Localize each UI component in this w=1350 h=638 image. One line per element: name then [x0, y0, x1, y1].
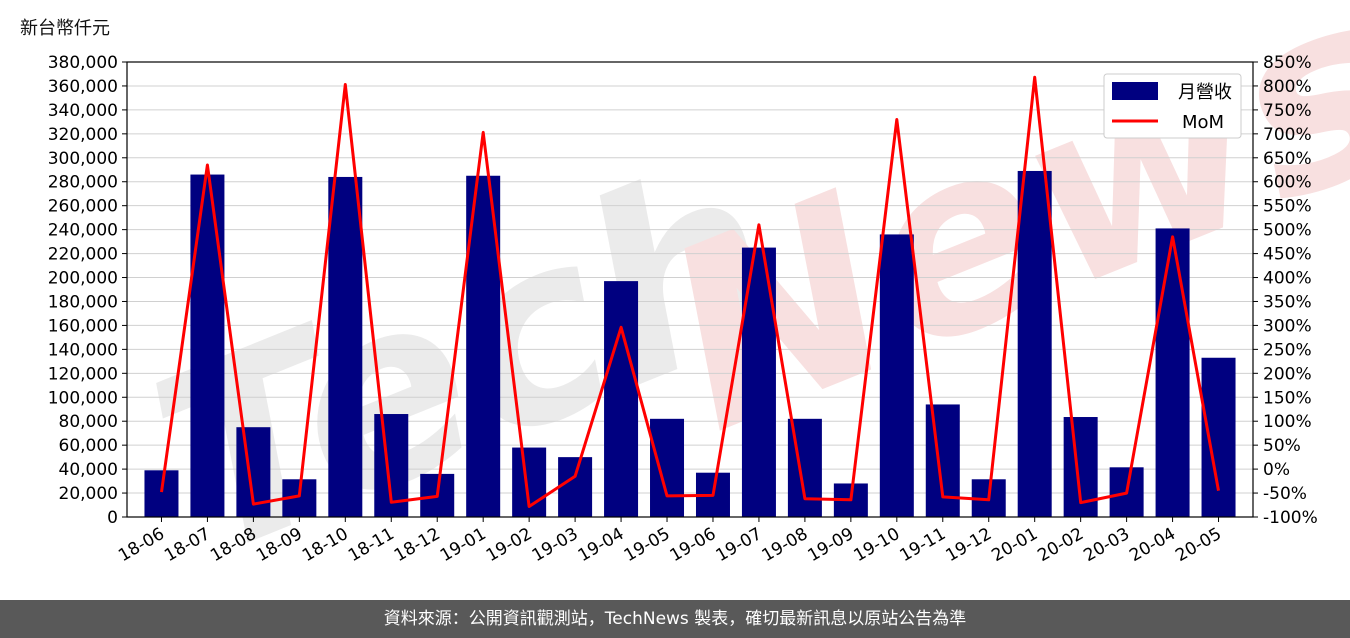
unit-label: 新台幣仟元 — [20, 18, 110, 39]
x-tick-label: 18-07 — [161, 524, 214, 566]
left-tick-label: 240,000 — [48, 221, 118, 241]
bar-19-11 — [925, 404, 960, 517]
left-tick-label: 20,000 — [59, 484, 118, 504]
right-tick-label: 800% — [1263, 77, 1312, 97]
x-tick-label: 19-09 — [805, 524, 858, 566]
bar-19-04 — [604, 281, 639, 517]
mom-line — [160, 75, 1220, 508]
right-tick-label: 600% — [1263, 173, 1312, 193]
left-tick-label: 0 — [107, 508, 118, 528]
right-tick-label: 750% — [1263, 101, 1312, 121]
legend-label-mom: MoM — [1182, 112, 1224, 133]
right-tick-label: 500% — [1263, 221, 1312, 241]
right-tick-label: -100% — [1263, 508, 1318, 528]
right-tick-label: 700% — [1263, 125, 1312, 145]
bar-18-10 — [328, 176, 363, 517]
left-tick-label: 100,000 — [48, 388, 118, 408]
x-tick-label: 20-04 — [1126, 524, 1179, 566]
bar-19-03 — [558, 457, 593, 517]
x-tick-label: 19-06 — [667, 524, 720, 566]
right-tick-label: 850% — [1263, 53, 1312, 73]
left-tick-label: 320,000 — [48, 125, 118, 145]
x-tick-label: 19-05 — [621, 524, 674, 566]
left-tick-label: 340,000 — [48, 101, 118, 121]
right-tick-label: 0% — [1263, 460, 1290, 480]
bar-18-06 — [144, 470, 179, 517]
legend-swatch-revenue — [1112, 82, 1158, 100]
legend-label-revenue: 月營收 — [1178, 82, 1232, 103]
x-tick-label: 19-04 — [575, 524, 628, 566]
right-tick-label: 450% — [1263, 245, 1312, 265]
x-tick-label: 20-02 — [1034, 524, 1087, 566]
right-tick-label: 550% — [1263, 197, 1312, 217]
x-tick-label: 19-12 — [942, 524, 995, 566]
x-tick-label: 19-10 — [851, 524, 904, 566]
right-tick-label: 650% — [1263, 149, 1312, 169]
left-tick-label: 200,000 — [48, 269, 118, 289]
left-tick-label: 160,000 — [48, 316, 118, 336]
left-tick-label: 140,000 — [48, 340, 118, 360]
x-tick-label: 18-12 — [391, 524, 444, 566]
footer-source-note: 資料來源：公開資訊觀測站，TechNews 製表，確切最新訊息以原站公告為準 — [0, 600, 1350, 638]
right-tick-label: 250% — [1263, 340, 1312, 360]
left-tick-label: 220,000 — [48, 245, 118, 265]
left-tick-label: 300,000 — [48, 149, 118, 169]
x-tick-label: 18-06 — [115, 524, 168, 566]
x-tick-label: 19-08 — [759, 524, 812, 566]
bar-18-07 — [190, 174, 225, 518]
bar-19-05 — [650, 418, 685, 517]
left-tick-label: 360,000 — [48, 77, 118, 97]
left-tick-label: 180,000 — [48, 292, 118, 312]
left-tick-label: 280,000 — [48, 173, 118, 193]
x-tick-label: 19-01 — [437, 524, 490, 566]
x-tick-label: 18-09 — [253, 524, 306, 566]
x-tick-label: 20-01 — [988, 524, 1041, 566]
bar-20-04 — [1155, 228, 1190, 517]
left-tick-label: 60,000 — [59, 436, 118, 456]
left-tick-label: 80,000 — [59, 412, 118, 432]
x-tick-label: 19-02 — [483, 524, 536, 566]
right-tick-label: 50% — [1263, 436, 1301, 456]
x-tick-label: 20-05 — [1172, 524, 1225, 566]
left-tick-label: 120,000 — [48, 364, 118, 384]
x-tick-label: 18-11 — [345, 524, 398, 566]
right-tick-label: 100% — [1263, 412, 1312, 432]
right-tick-label: -50% — [1263, 484, 1307, 504]
x-tick-label: 20-03 — [1080, 524, 1133, 566]
bar-20-05 — [1201, 357, 1236, 517]
bar-19-10 — [879, 234, 914, 517]
x-tick-label: 18-08 — [207, 524, 260, 566]
right-tick-label: 300% — [1263, 316, 1312, 336]
x-tick-label: 19-11 — [896, 524, 949, 566]
x-tick-label: 19-03 — [529, 524, 582, 566]
right-tick-label: 200% — [1263, 364, 1312, 384]
bar-20-01 — [1017, 170, 1052, 518]
right-tick-label: 400% — [1263, 269, 1312, 289]
left-tick-label: 380,000 — [48, 53, 118, 73]
left-tick-label: 40,000 — [59, 460, 118, 480]
left-tick-label: 260,000 — [48, 197, 118, 217]
plot-frame — [126, 61, 1254, 518]
chart: 0 20,000 40,000 60,000 80,000 100,000 120,000 1… — [48, 53, 1318, 566]
right-tick-label: 350% — [1263, 292, 1312, 312]
x-tick-label: 18-10 — [299, 524, 352, 566]
right-tick-label: 150% — [1263, 388, 1312, 408]
x-tick-label: 19-07 — [713, 524, 766, 566]
